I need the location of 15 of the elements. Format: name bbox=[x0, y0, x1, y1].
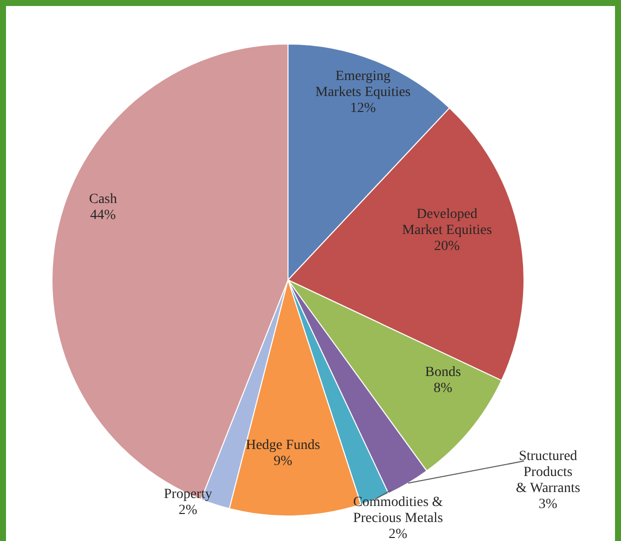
slice-label: Bonds bbox=[425, 365, 461, 380]
data-label: 44% bbox=[90, 208, 116, 223]
data-label: 2% bbox=[388, 527, 408, 541]
data-label: 8% bbox=[434, 381, 453, 396]
slice-label: Emerging Markets Equities bbox=[315, 69, 411, 100]
data-label: 20% bbox=[434, 239, 460, 254]
data-label: 3% bbox=[538, 497, 558, 512]
slice-label: Hedge Funds bbox=[246, 438, 320, 453]
slice-label: Structured Products & Warrants bbox=[516, 449, 580, 496]
slice-label: Cash bbox=[89, 192, 117, 207]
slice-label: Developed Market Equities bbox=[402, 207, 492, 238]
data-label: 9% bbox=[274, 454, 293, 469]
data-label: 12% bbox=[350, 101, 376, 116]
slice-label: Property bbox=[164, 487, 212, 502]
data-label: 2% bbox=[178, 503, 198, 518]
